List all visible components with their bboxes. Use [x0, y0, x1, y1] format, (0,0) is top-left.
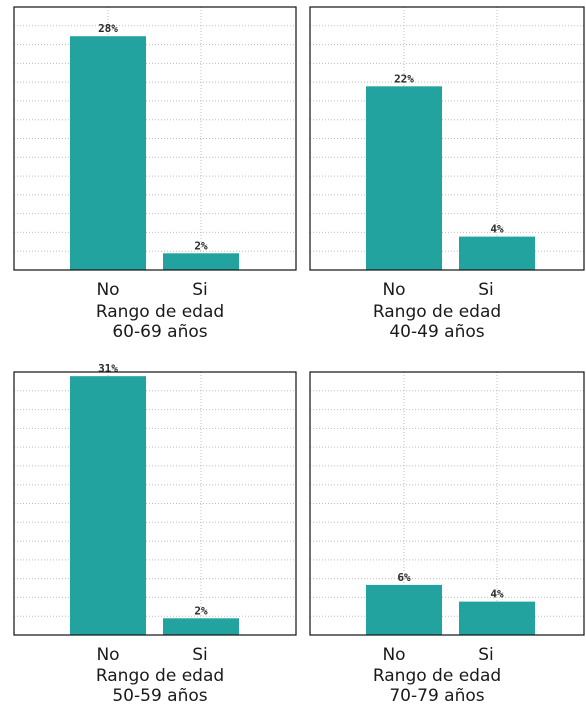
- bar-si: [459, 601, 535, 635]
- data-label-no: 6%: [397, 571, 411, 584]
- age-group-label: 50-59 años: [112, 686, 208, 706]
- chart-panel-60-69: 28% 2% No Si Rango de edad 60-69 años: [0, 0, 300, 350]
- x-axis-label: Rango de edad: [95, 666, 225, 686]
- data-label-si: 2%: [194, 604, 208, 617]
- category-label-no: No: [382, 645, 406, 665]
- bar-no: [366, 584, 442, 635]
- plot-area: 31% 2%: [13, 362, 297, 636]
- plot-background: [310, 7, 584, 270]
- category-label-si: Si: [192, 645, 208, 665]
- bar-no: [366, 86, 442, 270]
- x-axis-label: Rango de edad: [372, 302, 502, 322]
- data-label-no: 31%: [98, 362, 118, 375]
- data-label-no: 28%: [98, 22, 118, 35]
- chart-panel-50-59: 31% 2% No Si Rango de edad 50-59 años: [0, 362, 300, 711]
- data-label-si: 2%: [194, 239, 208, 252]
- plot-area: 6% 4%: [309, 371, 585, 636]
- plot-area: 28% 2%: [13, 6, 297, 271]
- category-label-si: Si: [478, 280, 494, 300]
- bar-si: [163, 253, 239, 270]
- plot-background: [310, 372, 584, 635]
- category-label-no: No: [382, 280, 406, 300]
- category-label-no: No: [96, 280, 120, 300]
- data-label-no: 22%: [394, 72, 414, 85]
- category-label-si: Si: [192, 280, 208, 300]
- chart-panel-70-79: 6% 4% No Si Rango de edad 70-79 años: [298, 365, 586, 711]
- data-label-si: 4%: [490, 223, 504, 236]
- x-axis-label: Rango de edad: [372, 666, 502, 686]
- category-label-si: Si: [478, 645, 494, 665]
- bar-no: [70, 376, 146, 635]
- plot-frame: [309, 371, 585, 636]
- plot-frame: [309, 6, 585, 271]
- plot-frame: [13, 371, 297, 636]
- category-label-no: No: [96, 645, 120, 665]
- bar-no: [70, 36, 146, 270]
- plot-area: 22% 4%: [309, 6, 585, 271]
- plot-frame: [13, 6, 297, 271]
- age-group-label: 60-69 años: [112, 322, 208, 342]
- age-group-label: 70-79 años: [389, 686, 485, 706]
- data-label-si: 4%: [490, 588, 504, 601]
- bar-si: [163, 618, 239, 635]
- x-axis-label: Rango de edad: [95, 302, 225, 322]
- age-group-label: 40-49 años: [389, 322, 485, 342]
- bar-si: [459, 236, 535, 270]
- chart-panel-40-49: 22% 4% No Si Rango de edad 40-49 años: [298, 0, 586, 350]
